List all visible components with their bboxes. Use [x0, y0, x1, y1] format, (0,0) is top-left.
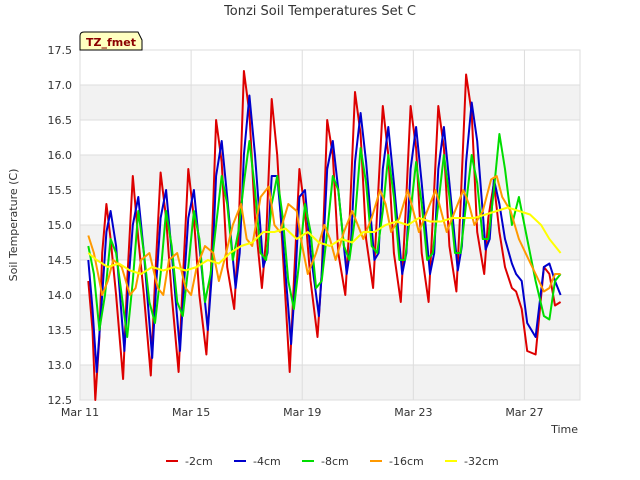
x-tick-label: Mar 23: [394, 406, 432, 419]
y-tick-label: 15.5: [48, 184, 73, 197]
site-tag: TZ_fmet: [79, 31, 143, 51]
y-tick-label: 14.5: [48, 254, 73, 267]
legend-item: -8cm: [302, 455, 349, 468]
y-tick-label: 13.5: [48, 324, 73, 337]
series-line-minus-4cm: [87, 94, 562, 373]
legend-label: -16cm: [389, 455, 424, 468]
series-lines: [87, 70, 562, 401]
y-axis: 12.5 13.0 13.5 14.0 14.5 15.0 15.5 16.0 16.5 17.0…: [48, 44, 73, 407]
legend-label: -2cm: [185, 455, 213, 468]
chart-title: Tonzi Soil Temperatures Set C: [223, 4, 416, 19]
y-tick-label: 16.0: [48, 149, 73, 162]
y-tick-label: 14.0: [48, 289, 73, 302]
x-tick-label: Mar 19: [283, 406, 321, 419]
legend-label: -8cm: [321, 455, 349, 468]
y-axis-label: Soil Temperature (C): [7, 169, 20, 282]
legend-label: -32cm: [464, 455, 499, 468]
y-tick-label: 16.5: [48, 114, 73, 127]
x-tick-label: Mar 15: [172, 406, 210, 419]
series-line-minus-8cm: [87, 133, 562, 338]
legend-item: -16cm: [370, 455, 424, 468]
y-tick-label: 17.5: [48, 44, 73, 57]
x-tick-label: Mar 27: [505, 406, 543, 419]
plot-frame: [79, 49, 581, 401]
legend-item: -32cm: [445, 455, 499, 468]
site-tag-label: TZ_fmet: [86, 36, 136, 49]
legend-item: -2cm: [166, 455, 213, 468]
legend: -2cm -4cm -8cm -16cm -32cm: [166, 455, 499, 468]
y-tick-label: 13.0: [48, 359, 73, 372]
x-axis: Mar 11 Mar 15 Mar 19 Mar 23 Mar 27: [61, 406, 544, 419]
x-axis-label: Time: [550, 423, 578, 436]
series-line-minus-2cm: [87, 70, 562, 401]
x-tick-label: Mar 11: [61, 406, 99, 419]
series-line-minus-32cm: [87, 206, 562, 275]
y-tick-label: 12.5: [48, 394, 73, 407]
y-tick-label: 17.0: [48, 79, 73, 92]
y-tick-label: 15.0: [48, 219, 73, 232]
legend-label: -4cm: [253, 455, 281, 468]
legend-item: -4cm: [234, 455, 281, 468]
